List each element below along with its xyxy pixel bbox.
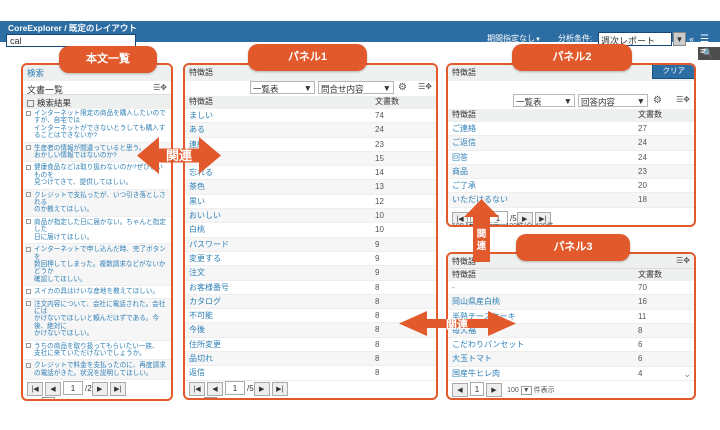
svg-text:関連: 関連: [446, 317, 469, 331]
svg-text:連: 連: [477, 240, 487, 252]
svg-text:関連: 関連: [166, 148, 193, 163]
svg-text:関: 関: [477, 229, 487, 240]
